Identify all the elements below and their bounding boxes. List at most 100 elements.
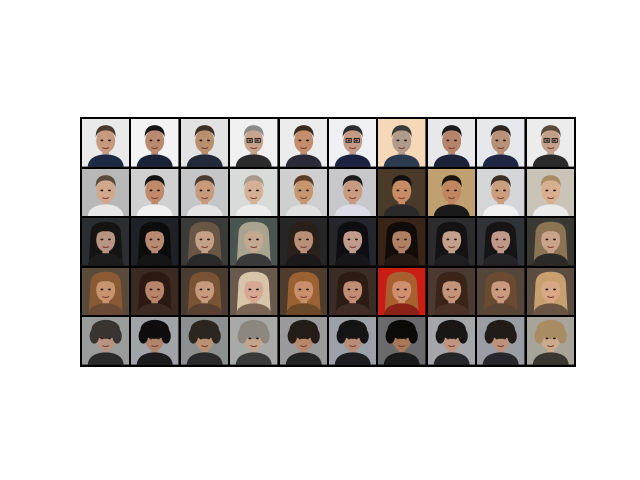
portrait-image <box>526 317 574 365</box>
face-thumbnail <box>378 317 426 365</box>
portrait-image <box>230 317 278 365</box>
portrait-image <box>427 218 476 266</box>
portrait-image <box>427 317 476 365</box>
portrait-image <box>131 168 179 217</box>
portrait-image <box>427 119 476 167</box>
portrait-image <box>378 168 426 217</box>
portrait-image <box>526 218 574 266</box>
face-thumbnail <box>427 168 476 217</box>
portrait-image <box>526 168 574 217</box>
portrait-image <box>329 317 377 365</box>
portrait-image <box>131 267 179 316</box>
face-thumbnail <box>82 267 130 316</box>
portrait-image <box>180 119 229 167</box>
portrait-image <box>131 119 179 167</box>
face-thumbnail <box>526 267 574 316</box>
portrait-image <box>180 267 229 316</box>
portrait-image <box>131 218 179 266</box>
face-thumbnail <box>329 267 377 316</box>
portrait-image <box>82 317 130 365</box>
face-thumbnail <box>279 119 327 167</box>
face-thumbnail <box>131 119 179 167</box>
face-thumbnail <box>378 168 426 217</box>
portrait-image <box>477 168 525 217</box>
portrait-image <box>279 267 327 316</box>
portrait-image <box>427 168 476 217</box>
face-grid <box>80 117 576 367</box>
face-thumbnail <box>378 267 426 316</box>
face-thumbnail <box>477 119 525 167</box>
portrait-image <box>180 168 229 217</box>
portrait-image <box>378 218 426 266</box>
portrait-image <box>329 119 377 167</box>
portrait-image <box>82 267 130 316</box>
portrait-image <box>526 119 574 167</box>
portrait-image <box>230 218 278 266</box>
portrait-image <box>230 168 278 217</box>
face-thumbnail <box>279 317 327 365</box>
portrait-image <box>279 317 327 365</box>
face-thumbnail <box>526 317 574 365</box>
face-thumbnail <box>230 119 278 167</box>
face-thumbnail <box>329 218 377 266</box>
portrait-image <box>279 119 327 167</box>
portrait-image <box>378 119 426 167</box>
face-thumbnail <box>378 119 426 167</box>
face-thumbnail <box>427 317 476 365</box>
portrait-image <box>230 119 278 167</box>
face-thumbnail <box>477 317 525 365</box>
face-thumbnail <box>82 317 130 365</box>
face-thumbnail <box>230 168 278 217</box>
portrait-image <box>230 267 278 316</box>
face-thumbnail <box>526 119 574 167</box>
face-thumbnail <box>477 168 525 217</box>
portrait-image <box>279 168 327 217</box>
portrait-image <box>526 267 574 316</box>
portrait-image <box>279 218 327 266</box>
portrait-image <box>180 317 229 365</box>
portrait-image <box>477 267 525 316</box>
portrait-image <box>131 317 179 365</box>
face-thumbnail <box>131 218 179 266</box>
face-thumbnail <box>427 267 476 316</box>
face-thumbnail <box>477 218 525 266</box>
portrait-image <box>82 218 130 266</box>
face-thumbnail <box>329 119 377 167</box>
portrait-image <box>82 168 130 217</box>
face-thumbnail <box>427 218 476 266</box>
portrait-image <box>477 317 525 365</box>
face-thumbnail <box>131 317 179 365</box>
face-thumbnail <box>82 218 130 266</box>
face-thumbnail <box>477 267 525 316</box>
face-thumbnail <box>329 168 377 217</box>
face-thumbnail <box>82 119 130 167</box>
face-thumbnail <box>131 267 179 316</box>
face-thumbnail <box>82 168 130 217</box>
face-thumbnail <box>180 218 229 266</box>
face-thumbnail <box>180 168 229 217</box>
face-thumbnail <box>180 119 229 167</box>
face-thumbnail <box>180 267 229 316</box>
face-thumbnail <box>427 119 476 167</box>
face-thumbnail <box>230 267 278 316</box>
portrait-image <box>329 218 377 266</box>
face-thumbnail <box>526 218 574 266</box>
portrait-image <box>477 218 525 266</box>
face-thumbnail <box>180 317 229 365</box>
portrait-image <box>477 119 525 167</box>
face-thumbnail <box>131 168 179 217</box>
face-thumbnail <box>378 218 426 266</box>
portrait-image <box>427 267 476 316</box>
portrait-image <box>82 119 130 167</box>
face-thumbnail <box>230 317 278 365</box>
portrait-image <box>378 267 426 316</box>
portrait-image <box>329 168 377 217</box>
face-thumbnail <box>230 218 278 266</box>
portrait-image <box>180 218 229 266</box>
face-thumbnail <box>526 168 574 217</box>
face-thumbnail <box>279 218 327 266</box>
portrait-image <box>378 317 426 365</box>
portrait-image <box>329 267 377 316</box>
face-thumbnail <box>279 267 327 316</box>
face-thumbnail <box>279 168 327 217</box>
